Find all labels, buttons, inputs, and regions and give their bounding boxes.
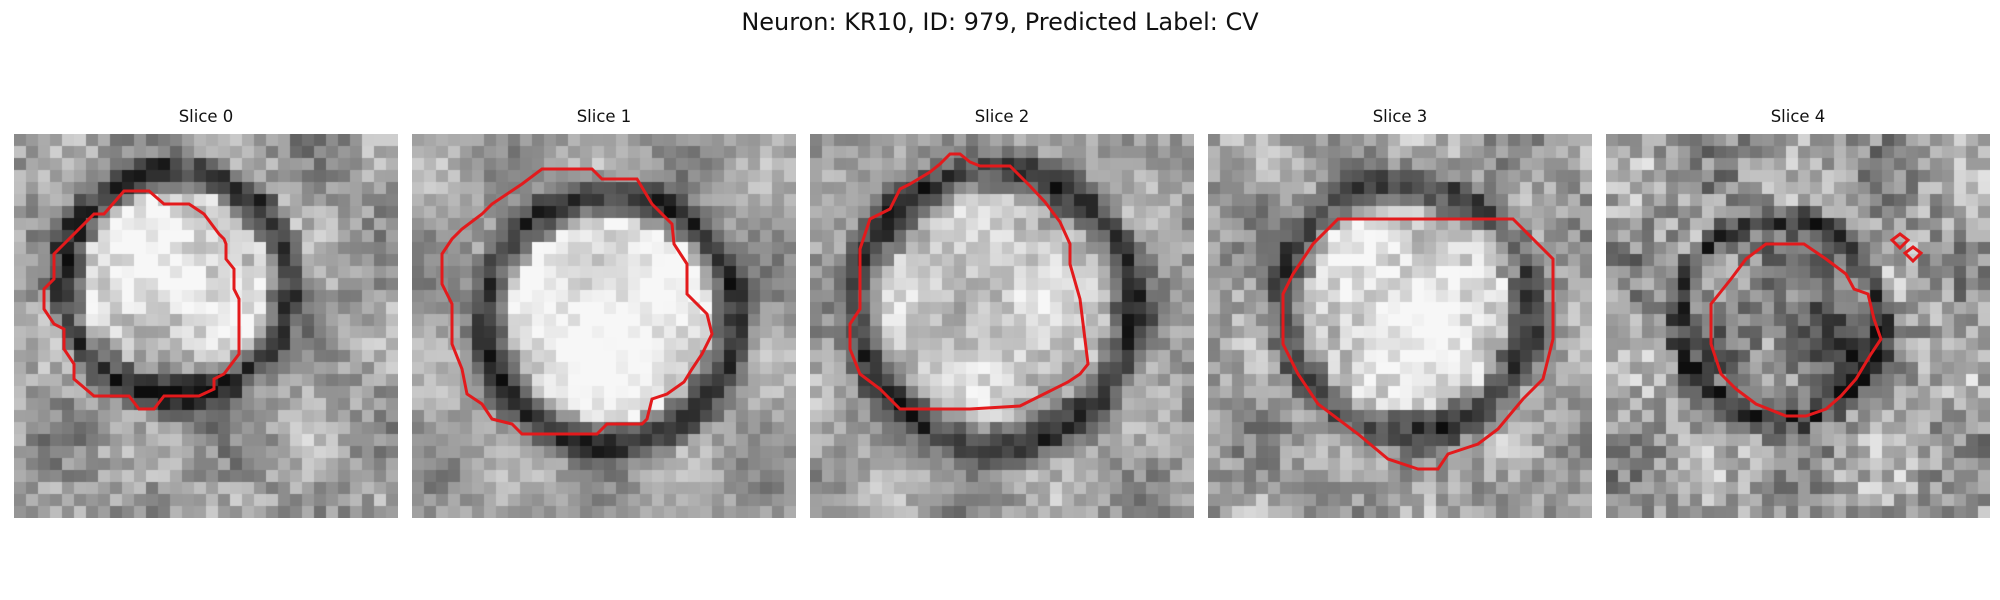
contour-artifact	[1889, 232, 1911, 251]
slice-panel-3: Slice 3	[1208, 106, 1592, 526]
slice-contour-1	[440, 167, 714, 436]
segmentation-contour	[848, 152, 1090, 411]
slice-image-1	[412, 134, 796, 518]
slice-contour-4	[1709, 232, 1924, 418]
segmentation-contour	[440, 167, 714, 436]
slice-title-2: Slice 2	[974, 107, 1030, 126]
segmentation-contour	[1281, 217, 1555, 471]
segmentation-contour	[42, 189, 241, 411]
contour-artifact	[1902, 245, 1924, 264]
slice-title-0: Slice 0	[178, 107, 234, 126]
slice-contour-2	[848, 152, 1090, 411]
slice-title-4: Slice 4	[1770, 107, 1826, 126]
slice-contour-0	[42, 189, 241, 411]
slice-image-4	[1606, 134, 1990, 518]
figure-title: Neuron: KR10, ID: 979, Predicted Label: …	[741, 8, 1259, 36]
slice-panel-2: Slice 2	[810, 106, 1194, 526]
slice-image-2	[810, 134, 1194, 518]
slice-title-3: Slice 3	[1372, 107, 1428, 126]
slice-panel-1: Slice 1	[412, 106, 796, 526]
slice-panel-4: Slice 4	[1606, 106, 1990, 526]
slice-panel-0: Slice 0	[14, 106, 398, 526]
segmentation-contour	[1709, 242, 1883, 418]
slice-image-3	[1208, 134, 1592, 518]
slice-image-0	[14, 134, 398, 518]
slice-panels: Slice 0 Slice 1 Slice 2 Slice 3 Slice 4	[14, 106, 1990, 526]
slice-title-1: Slice 1	[576, 107, 632, 126]
slice-contour-3	[1281, 217, 1555, 471]
